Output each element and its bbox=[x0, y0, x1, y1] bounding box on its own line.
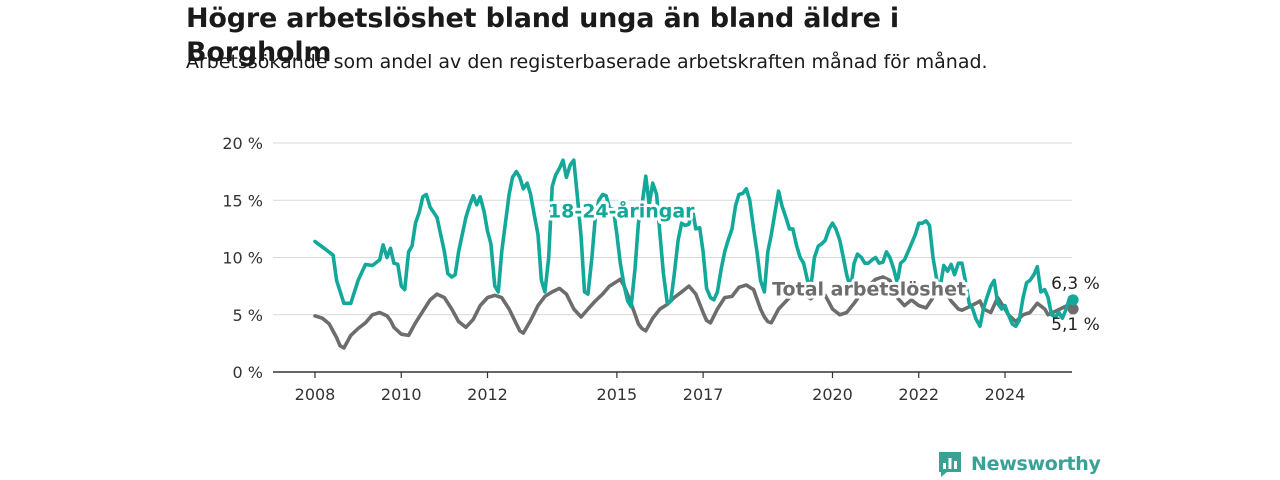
grid-lines bbox=[273, 142, 1072, 316]
series-name-label: Total arbetslöshet bbox=[772, 278, 966, 300]
series-name-label: 18-24-åringar bbox=[548, 198, 695, 222]
y-tick-label: 20 % bbox=[222, 134, 263, 153]
series-lines bbox=[313, 158, 1079, 350]
chart-subtitle: Arbetssökande som andel av den registerb… bbox=[186, 51, 988, 73]
x-tick-label: 2008 bbox=[295, 385, 336, 404]
brand-name: Newsworthy bbox=[971, 453, 1101, 475]
x-tick-label: 2024 bbox=[985, 385, 1026, 404]
series-end-value-label: 6,3 % bbox=[1051, 274, 1100, 294]
y-tick-label: 10 % bbox=[222, 249, 263, 268]
x-tick-label: 2017 bbox=[683, 385, 724, 404]
series-line bbox=[313, 275, 1075, 350]
newsworthy-logo-icon bbox=[939, 452, 961, 477]
x-tick-label: 2020 bbox=[812, 385, 853, 404]
y-axis-tick-labels: 0 % 5 % 10 % 15 % 20 % bbox=[222, 134, 263, 382]
x-tick-label: 2022 bbox=[898, 385, 939, 404]
series-end-value-label: 5,1 % bbox=[1051, 315, 1100, 335]
series-line bbox=[313, 158, 1075, 328]
y-tick-label: 15 % bbox=[222, 191, 263, 210]
x-tick-label: 2015 bbox=[597, 385, 638, 404]
newsworthy-brand: Newsworthy bbox=[937, 449, 1101, 479]
series-end-marker bbox=[1067, 303, 1079, 315]
chart-title: Högre arbetslöshet bland unga än bland ä… bbox=[186, 3, 899, 68]
y-tick-label: 0 % bbox=[233, 363, 263, 382]
y-tick-label: 5 % bbox=[233, 306, 263, 325]
series-end-marker bbox=[1067, 294, 1079, 306]
x-tick-label: 2010 bbox=[381, 385, 422, 404]
x-tick-label: 2012 bbox=[467, 385, 508, 404]
series-labels: 6,3 % 18-24-åringar 5,1 % Total arbetslöshe… bbox=[545, 195, 1100, 335]
x-axis-ticks: 2008 2010 2012 2015 2017 2020 2022 2024 bbox=[295, 372, 1026, 404]
